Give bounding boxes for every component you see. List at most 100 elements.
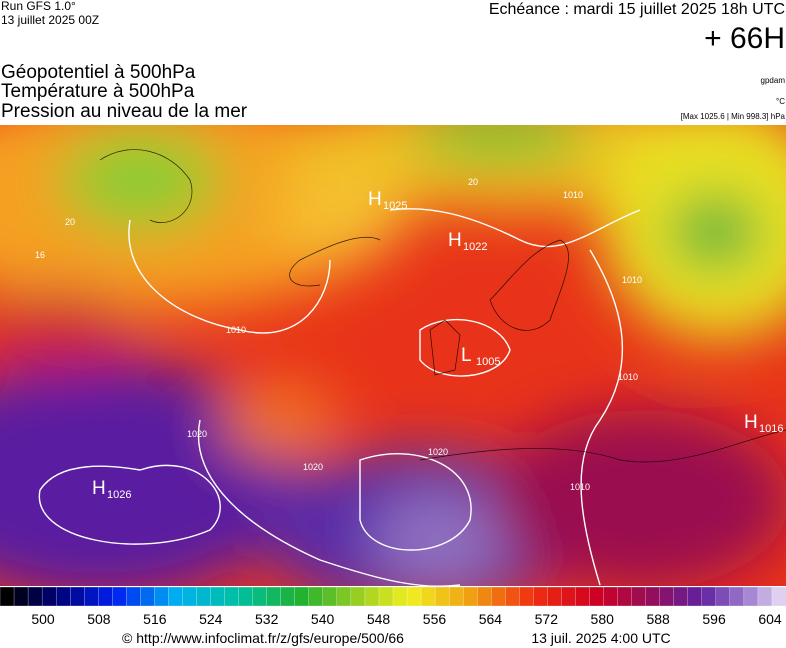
colorbar-swatch [434,586,450,607]
colorbar-label: 596 [702,611,726,627]
colorbar-swatch [659,586,675,607]
center-letter: H [368,189,382,210]
colorbar-swatch [98,586,113,607]
colorbar-swatch [561,586,577,607]
center-value: 1022 [463,241,487,253]
colorbar-swatch [673,586,689,607]
center-value: 1005 [476,356,500,368]
colorbar-swatch [575,586,591,607]
colorbar-swatch [238,586,254,607]
colorbar-label: 556 [423,611,447,627]
colorbar-swatch [364,586,380,607]
colorbar-swatch [519,586,535,607]
colorbar-swatch [140,586,156,607]
pressure-center: H 1026 [92,478,131,501]
colorbar-swatch [491,586,506,607]
colorbar-swatch [154,586,170,607]
colorbar-swatch [308,586,324,607]
footer-url: © http://www.infoclimat.fr/z/gfs/europe/… [122,630,404,646]
colorbar-label: 572 [535,611,559,627]
colorbar-swatch [771,586,786,607]
colorbar-label: 532 [255,611,279,627]
center-value: 1025 [383,200,407,212]
colorbar-swatch [196,586,212,607]
colorbar-label: 564 [479,611,503,627]
contour-label: 1020 [187,429,207,439]
colorbar-swatch [336,586,352,607]
run-date: 13 juillet 2025 00Z [1,13,99,27]
contour-label: 1010 [563,190,583,200]
colorbar-swatch [168,586,184,607]
colorbar-swatch [729,586,745,607]
colorbar-swatch [589,586,605,607]
colorbar-swatch [322,586,338,607]
colorbar-swatch [406,586,422,607]
colorbar-swatch [547,586,563,607]
colorbar-label: 580 [591,611,615,627]
center-value: 1026 [107,489,131,501]
contour-label: 1020 [428,447,448,457]
colorbar-swatch [350,586,366,607]
colorbar-swatch [126,586,142,607]
title: Géopotentiel à 500hPa [1,62,196,83]
contour-label: 1010 [226,325,246,335]
colorbar-swatch [687,586,703,607]
pressure-center: H 1025 [368,189,407,212]
colorbar-label: 508 [87,611,111,627]
colorbar-label: 500 [31,611,55,627]
colorbar-swatch [182,586,198,607]
contour-label: 16 [35,250,45,260]
contour-label: 1010 [618,372,638,382]
pressure-center: H 1016 [744,412,783,435]
colorbar-swatch [701,586,717,607]
colorbar-swatch [210,586,226,607]
title: Pression au niveau de la mer [1,101,248,122]
colorbar-swatch [378,586,394,607]
colorbar-swatch [477,586,492,607]
colorbar-swatch [84,586,99,607]
contour-label: 1010 [570,482,590,492]
colorbar-label: 524 [199,611,223,627]
pressure-center: H 1022 [448,230,487,253]
colorbar-swatch [463,586,478,607]
contour-label: 20 [65,217,75,227]
center-letter: H [92,478,106,499]
colorbar-swatch [533,586,549,607]
colorbar-swatch [617,586,633,607]
colorbar-swatch [392,586,408,607]
colorbar-label: 516 [143,611,167,627]
colorbar-label: 540 [311,611,335,627]
valid-time: Echéance : mardi 15 juillet 2025 18h UTC [489,1,785,18]
colorbar-swatch [266,586,282,607]
colorbar-swatch [715,586,731,607]
pressure-center: L 1005 [461,345,500,368]
center-value: 1016 [759,423,783,435]
center-letter: H [448,230,462,251]
colorbar-swatch [603,586,619,607]
colorbar-swatch [252,586,268,607]
contour-label: 20 [468,177,478,187]
colorbar-swatch [55,586,71,607]
colorbar-swatch [13,586,29,607]
colorbar-swatch [294,586,310,607]
unit: gpdam [761,76,786,85]
colorbar-swatch [420,586,436,607]
colorbar-swatch [645,586,661,607]
title: Température à 500hPa [1,81,195,102]
center-letter: H [744,412,758,433]
colorbar-swatch [448,586,464,607]
colorbar-label: 588 [646,611,670,627]
colorbar-swatch [70,586,85,607]
unit: °C [776,97,785,106]
contour-label: 1010 [622,275,642,285]
center-letter: L [461,345,472,366]
colorbar-swatch [631,586,647,607]
colorbar-label: 604 [758,611,782,627]
footer-date: 13 juil. 2025 4:00 UTC [531,630,670,646]
colorbar-swatch [505,586,520,607]
colorbar-swatch [112,586,127,607]
unit: [Max 1025.6 | Min 998.3] hPa [681,112,786,121]
colorbar-swatch [224,586,240,607]
